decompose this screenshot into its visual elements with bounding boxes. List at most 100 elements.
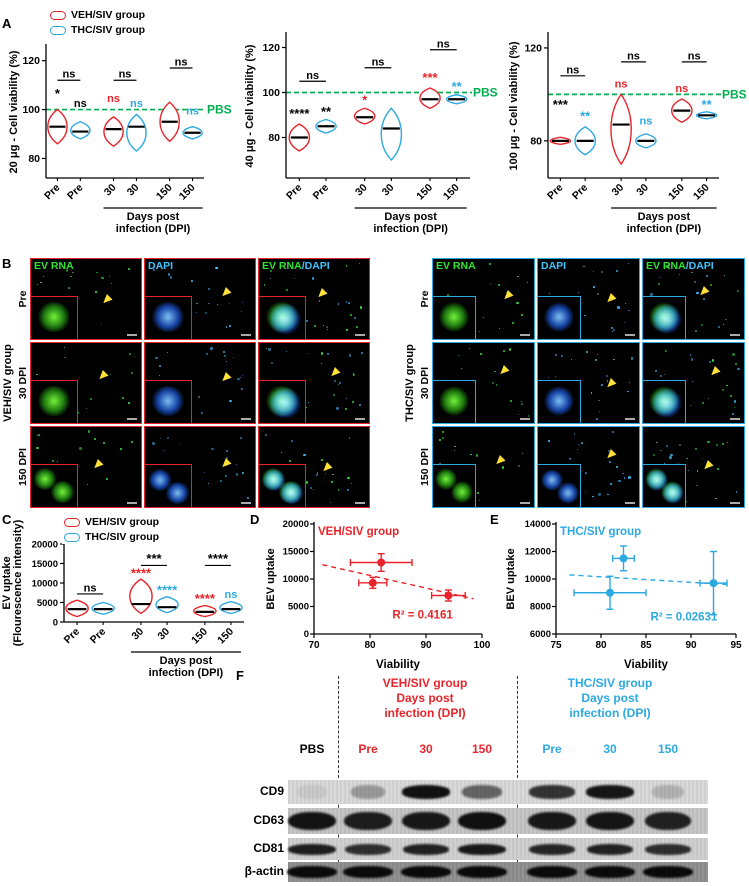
inset-zoom xyxy=(433,296,477,339)
inset-zoom xyxy=(433,380,477,423)
svg-text:95: 95 xyxy=(730,640,742,651)
micrograph-veh-r1-c2 xyxy=(258,342,370,424)
band-p1-l0 xyxy=(287,811,337,831)
micrograph-thc-r1-c0 xyxy=(432,342,535,424)
x-tick-label: 30 xyxy=(609,182,626,199)
inset-zoom xyxy=(538,296,582,339)
legend-panel-a: VEH/SIV group THC/SIV group xyxy=(48,8,148,37)
x-tick-label: 150 xyxy=(666,182,687,203)
nucleus-blob xyxy=(32,468,57,491)
band-p2-l3 xyxy=(458,843,506,855)
micrograph-veh-r2-c0 xyxy=(30,426,142,508)
violin-1 xyxy=(70,121,91,140)
svg-text:0: 0 xyxy=(53,618,58,629)
band-p0-l2 xyxy=(401,785,451,799)
micrograph-thc-r0-c1: DAPI xyxy=(537,258,640,340)
x-axis-label: Viability xyxy=(624,659,668,671)
x-axis-label: Days post xyxy=(160,655,213,667)
inset-zoom xyxy=(31,296,79,339)
lane-label-4: Pre xyxy=(542,742,562,756)
arrowhead-icon xyxy=(320,461,333,474)
arrowhead-icon xyxy=(96,369,109,382)
svg-text:90: 90 xyxy=(420,640,432,651)
band-p1-l6 xyxy=(644,811,692,831)
panel-label-d: D xyxy=(250,512,260,527)
x-tick-label: 150 xyxy=(177,182,198,203)
nucleus-blob xyxy=(661,481,684,504)
band-p0-l3 xyxy=(461,785,503,799)
row-label-thc-2: 150 DPI xyxy=(419,448,431,486)
panel-b-veh-micrograph-grid: VEH/SIV group Pre EV RNA DAPI EV RNA/DAPI 30 … xyxy=(0,256,378,512)
x-axis-label: infection (DPI) xyxy=(373,223,448,235)
sig-annotation: ns xyxy=(186,105,199,117)
sig-annotation: **** xyxy=(131,565,152,580)
veh-swatch-icon xyxy=(50,10,66,20)
legend-label-veh: VEH/SIV group xyxy=(85,516,160,528)
data-point-0 xyxy=(606,588,614,597)
violin-4 xyxy=(419,87,441,110)
inset-zoom xyxy=(31,380,79,423)
nucleus-blob xyxy=(165,481,190,504)
legend-label-veh: VEH/SIV group xyxy=(71,9,146,21)
nucleus-blob xyxy=(438,386,470,417)
band-p0-l1 xyxy=(350,785,386,799)
arrowhead-icon xyxy=(604,292,617,305)
svg-text:100: 100 xyxy=(474,640,491,651)
band-p3-l1 xyxy=(343,866,393,878)
band-p3-l2 xyxy=(401,866,451,878)
x-tick-label: 150 xyxy=(189,626,210,647)
scale-bar xyxy=(520,418,530,420)
nucleus-blob xyxy=(540,469,563,492)
sig-bracket-label: ns xyxy=(437,38,450,50)
veh-swatch-icon xyxy=(64,517,80,527)
scale-bar xyxy=(520,502,530,504)
sig-annotation: ** xyxy=(702,97,713,112)
sig-bracket-label: ns xyxy=(62,69,75,81)
micrograph-thc-r0-c0: EV RNA xyxy=(432,258,535,340)
legend-item-veh: VEH/SIV group xyxy=(64,516,159,528)
blot-group-header-thc: THC/SIV group Days post infection (DPI) xyxy=(567,676,653,720)
micrograph-thc-r0-c2: EV RNA/DAPI xyxy=(642,258,745,340)
protein-label-0: CD9 xyxy=(259,784,284,798)
scale-bar xyxy=(355,502,365,504)
svg-text:80: 80 xyxy=(595,640,607,651)
band-p3-l4 xyxy=(527,866,577,878)
sig-annotation: ns xyxy=(130,98,143,110)
inset-zoom xyxy=(538,464,582,507)
band-p0-l4 xyxy=(529,785,575,799)
svg-text:20000: 20000 xyxy=(283,519,309,530)
nucleus-blob xyxy=(438,302,470,333)
svg-text:15000: 15000 xyxy=(283,547,309,558)
inset-zoom xyxy=(538,380,582,423)
sig-annotation: **** xyxy=(289,106,310,121)
row-label-veh-1: 30 DPI xyxy=(17,366,29,400)
panel-label-c: C xyxy=(2,512,12,527)
arrowhead-icon xyxy=(701,460,714,473)
panel-label-b: B xyxy=(2,256,12,271)
svg-text:15000: 15000 xyxy=(32,559,58,570)
nucleus-blob xyxy=(434,468,457,491)
band-p1-l3 xyxy=(457,811,507,831)
svg-text:120: 120 xyxy=(524,42,542,54)
thc-swatch-icon xyxy=(50,25,66,35)
column-header: EV RNA xyxy=(34,260,74,272)
svg-text:100: 100 xyxy=(262,87,280,99)
nucleus-blob xyxy=(543,302,575,333)
svg-text:5000: 5000 xyxy=(288,602,309,613)
panel-c-violin-ev-uptake: 0 5000 10000 15000 20000 EV uptake (Flourescen… xyxy=(1,514,258,684)
x-tick-label: 150 xyxy=(215,626,236,647)
x-tick-label: 150 xyxy=(154,182,175,203)
band-p1-l2 xyxy=(402,811,450,831)
svg-text:70: 70 xyxy=(308,640,320,651)
x-tick-label: 30 xyxy=(155,626,172,643)
nucleus-blob xyxy=(151,386,185,417)
micrograph-veh-r0-c2: EV RNA/DAPI xyxy=(258,258,370,340)
y-axis-label: 100 μg - Cell viability (%) xyxy=(508,41,520,170)
nucleus-blob xyxy=(556,481,579,504)
sig-annotation: *** xyxy=(553,97,569,112)
legend-label-thc: THC/SIV group xyxy=(71,24,146,36)
x-tick-label: 30 xyxy=(634,182,651,199)
lane-label-1: Pre xyxy=(358,742,378,756)
nucleus-blob xyxy=(268,303,302,334)
